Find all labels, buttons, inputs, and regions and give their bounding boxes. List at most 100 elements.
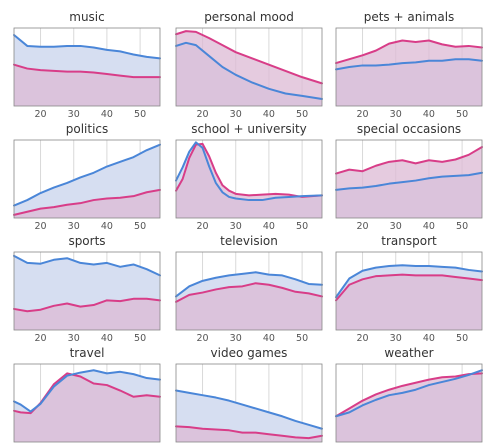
panel-8: transport 20 30 40 50 <box>335 234 483 344</box>
area-pink <box>336 40 482 107</box>
series-line-blue <box>13 369 161 413</box>
x-tick-label-0: 20 <box>356 333 368 344</box>
x-tick-label-2: 40 <box>423 221 435 232</box>
panel-1: personal mood 20 30 40 50 <box>175 10 323 120</box>
series-line-pink <box>13 63 161 79</box>
panel-9: travel20304050 <box>13 346 161 443</box>
plot-frame <box>13 251 161 331</box>
panel-title: special occasions <box>357 122 461 136</box>
x-tick-label-2: 40 <box>423 333 435 344</box>
x-tick-label-3: 50 <box>296 333 308 344</box>
x-tick-label-3: 50 <box>456 221 468 232</box>
series-line-blue <box>175 41 323 100</box>
plot-frame <box>13 139 161 219</box>
panel-title: television <box>220 234 278 248</box>
plot-frame <box>13 27 161 107</box>
plot-frame <box>175 139 323 219</box>
panel-title: school + university <box>191 122 307 136</box>
panel-title: sports <box>68 234 105 248</box>
panel-title: politics <box>66 122 109 136</box>
panel-title: personal mood <box>204 10 294 24</box>
series-line-blue <box>335 264 483 299</box>
panel-title: weather <box>384 346 433 360</box>
x-tick-label-0: 20 <box>34 333 46 344</box>
series-line-blue <box>335 58 483 71</box>
series-line-pink <box>175 142 323 198</box>
panel-title: transport <box>381 234 437 248</box>
x-tick-label-3: 50 <box>456 333 468 344</box>
x-tick-label-3: 50 <box>296 109 308 120</box>
x-tick-label-3: 50 <box>134 333 146 344</box>
series-line-pink <box>175 425 323 440</box>
x-tick-label-2: 40 <box>263 333 275 344</box>
x-tick-label-0: 20 <box>356 109 368 120</box>
area-pink <box>176 143 322 218</box>
series-line-pink <box>13 188 161 216</box>
series-line-blue <box>175 271 323 298</box>
x-tick-label-3: 50 <box>456 109 468 120</box>
x-tick-label-3: 50 <box>296 221 308 232</box>
panel-0: music 20 30 40 50 <box>13 10 161 120</box>
x-tick-label-2: 40 <box>101 333 113 344</box>
x-tick-label-2: 40 <box>263 109 275 120</box>
series-line-blue <box>13 254 161 277</box>
plot-frame <box>335 251 483 331</box>
panel-3: politics 20 30 40 50 <box>13 122 161 232</box>
x-tick-label-2: 40 <box>101 109 113 120</box>
series-line-blue <box>13 143 161 207</box>
series-line-pink <box>13 297 161 313</box>
area-pink <box>176 283 322 330</box>
series-line-blue <box>175 141 323 202</box>
area-pink <box>14 189 160 218</box>
x-tick-label-1: 30 <box>68 221 80 232</box>
series-line-pink <box>335 372 483 418</box>
x-tick-label-1: 30 <box>230 221 242 232</box>
panel-10: video games20304050 <box>175 346 323 443</box>
series-line-blue <box>13 34 161 60</box>
panel-7: television 20 30 40 50 <box>175 234 323 344</box>
x-tick-label-1: 30 <box>390 109 402 120</box>
series-line-pink <box>175 282 323 303</box>
x-tick-label-0: 20 <box>34 109 46 120</box>
series-line-pink <box>13 372 161 415</box>
x-tick-label-0: 20 <box>196 221 208 232</box>
area-pink <box>336 274 482 330</box>
panel-title: pets + animals <box>364 10 455 24</box>
x-tick-label-0: 20 <box>34 221 46 232</box>
x-tick-label-2: 40 <box>263 221 275 232</box>
area-pink <box>336 373 482 442</box>
plot-frame <box>175 251 323 331</box>
series-line-blue <box>175 389 323 430</box>
plot-frame <box>175 363 323 443</box>
x-tick-label-1: 30 <box>68 109 80 120</box>
plot-frame <box>335 363 483 443</box>
area-pink <box>14 64 160 106</box>
panel-title: video games <box>211 346 288 360</box>
x-tick-label-0: 20 <box>356 221 368 232</box>
x-tick-label-2: 40 <box>101 221 113 232</box>
panel-title: music <box>69 10 104 24</box>
series-line-blue <box>335 369 483 418</box>
x-tick-label-1: 30 <box>390 333 402 344</box>
plot-frame <box>335 27 483 107</box>
plot-frame <box>175 27 323 107</box>
panel-11: weather20304050 <box>335 346 483 443</box>
series-line-pink <box>335 146 483 175</box>
area-pink <box>176 31 322 106</box>
panel-2: pets + animals 20 30 40 50 <box>335 10 483 120</box>
series-line-pink <box>175 30 323 85</box>
series-line-pink <box>335 273 483 302</box>
panel-6: sports 20 30 40 50 <box>13 234 161 344</box>
area-pink <box>336 147 482 218</box>
x-tick-label-3: 50 <box>134 109 146 120</box>
panel-4: school + university 20 30 40 50 <box>175 122 323 232</box>
x-tick-label-3: 50 <box>134 221 146 232</box>
x-tick-label-1: 30 <box>68 333 80 344</box>
plot-frame <box>13 363 161 443</box>
x-tick-label-2: 40 <box>423 109 435 120</box>
panel-5: special occasions 20 30 40 50 <box>335 122 483 232</box>
series-line-blue <box>335 171 483 191</box>
series-line-pink <box>335 39 483 65</box>
x-tick-label-0: 20 <box>196 333 208 344</box>
panel-title: travel <box>70 346 105 360</box>
